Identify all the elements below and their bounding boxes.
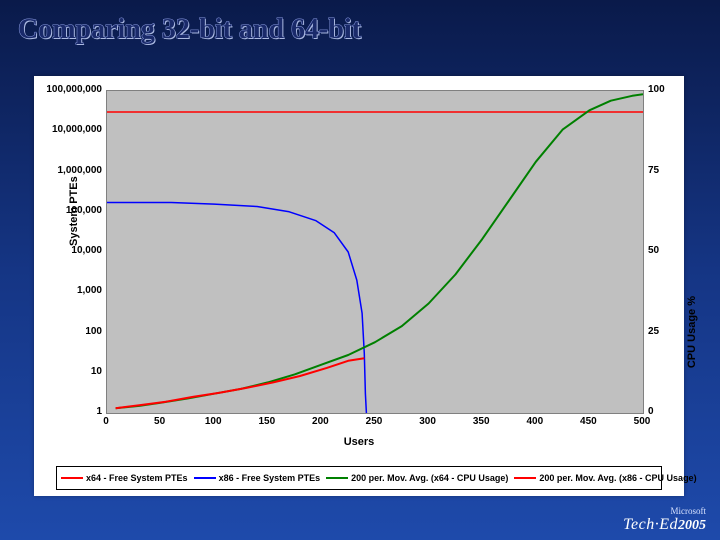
- legend-label: 200 per. Mov. Avg. (x64 - CPU Usage): [351, 473, 508, 483]
- chart-legend: x64 - Free System PTEs x86 - Free System …: [56, 466, 662, 490]
- legend-swatch: [326, 477, 348, 479]
- legend-swatch: [514, 477, 536, 479]
- legend-swatch: [194, 477, 216, 479]
- legend-label: 200 per. Mov. Avg. (x86 - CPU Usage): [539, 473, 696, 483]
- slide-title: Comparing 32-bit and 64-bit: [18, 14, 361, 46]
- footer-year: 2005: [678, 518, 706, 533]
- legend-item: x86 - Free System PTEs: [194, 473, 321, 483]
- plot-area: [106, 90, 644, 414]
- legend-item: 200 per. Mov. Avg. (x86 - CPU Usage): [514, 473, 696, 483]
- legend-item: x64 - Free System PTEs: [61, 473, 188, 483]
- chart-panel: System PTEs CPU Usage % Users 1101001,00…: [34, 76, 684, 496]
- footer-brand: Tech·Ed: [623, 516, 678, 533]
- chart-svg: [107, 91, 643, 413]
- x-axis-label: Users: [34, 436, 684, 448]
- legend-swatch: [61, 477, 83, 479]
- footer-logo: Microsoft Tech·Ed2005: [623, 506, 706, 534]
- y-right-axis-label: CPU Usage %: [686, 296, 698, 368]
- legend-label: x86 - Free System PTEs: [219, 473, 321, 483]
- footer-ms: Microsoft: [623, 506, 706, 516]
- legend-item: 200 per. Mov. Avg. (x64 - CPU Usage): [326, 473, 508, 483]
- legend-label: x64 - Free System PTEs: [86, 473, 188, 483]
